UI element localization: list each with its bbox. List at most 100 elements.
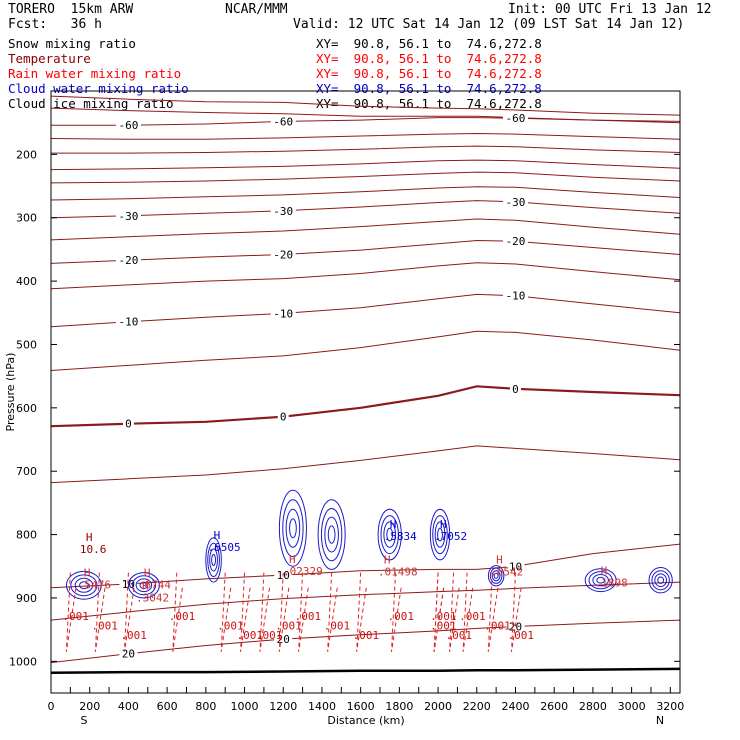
x-axis-title: Distance (km) bbox=[327, 714, 404, 727]
cloud-water-contour-1-4 bbox=[127, 572, 160, 599]
cloud-water-contour-5-4 bbox=[377, 508, 402, 561]
max-value-6: .5834 bbox=[384, 530, 417, 543]
isotherm-9 bbox=[51, 218, 680, 241]
x-tick-label-2: 400 bbox=[118, 700, 139, 713]
rain-label-16: .001 bbox=[275, 620, 302, 633]
isotherm-label-bg bbox=[270, 115, 296, 127]
x-tick-label-5: 1000 bbox=[231, 700, 259, 713]
rain-contour-17 bbox=[240, 572, 252, 652]
y-tick-label-4: 600 bbox=[16, 402, 37, 415]
cloud-water-contour-5-1 bbox=[386, 527, 394, 542]
rain-contour-1 bbox=[94, 572, 106, 652]
rain-contour-8 bbox=[356, 572, 368, 652]
cloud-water-contour-7-1 bbox=[493, 572, 499, 579]
y-tick-label-5: 700 bbox=[16, 465, 37, 478]
max-marker-10: H bbox=[601, 565, 608, 578]
cloud-water-contour-8-3 bbox=[588, 571, 613, 590]
legend-snow: Snow mixing ratio bbox=[8, 36, 136, 51]
isotherm-label-bg bbox=[115, 119, 141, 131]
cloud-water-contour-9-1 bbox=[657, 576, 665, 584]
center-title: NCAR/MMM bbox=[225, 2, 288, 17]
rain-label-9: .001 bbox=[387, 610, 414, 623]
rain-contour-2 bbox=[123, 572, 135, 652]
isotherm-label-bg bbox=[502, 195, 528, 207]
cloud-water-contour-6-3 bbox=[432, 515, 448, 555]
isotherm-13 bbox=[51, 330, 680, 371]
max-value-9: .6542 bbox=[490, 566, 523, 579]
cloud-water-contour-6-1 bbox=[437, 527, 443, 542]
cloud-water-contour-5-2 bbox=[383, 521, 396, 548]
isotherm-4 bbox=[51, 145, 680, 154]
max-value-4: .6505 bbox=[208, 541, 241, 554]
max-value-2: .6744 bbox=[138, 578, 171, 591]
isotherm-label-12-1: -10 bbox=[273, 307, 293, 320]
rain-label-13: .001 bbox=[484, 620, 511, 633]
plot-area: -60 -60 -60 -30 -30 -30 -20 -20 -20 -10 -10 -10 0 0 0 1… bbox=[51, 95, 680, 674]
isotherm-label-bg bbox=[502, 112, 528, 124]
legend-temperature-xy: XY= 90.8, 56.1 to 74.6,272.8 bbox=[316, 51, 542, 66]
max-marker-8: H bbox=[384, 554, 391, 567]
max-marker-6: H bbox=[390, 518, 397, 531]
max-marker-5: H bbox=[289, 553, 296, 566]
isotherm-label-10-2: -20 bbox=[506, 235, 526, 248]
isotherm-15 bbox=[51, 445, 680, 484]
isotherm-label-bg bbox=[270, 307, 296, 319]
isotherm-label-bg bbox=[502, 235, 528, 247]
cloud-water-contour-9-4 bbox=[648, 567, 673, 594]
cloud-water-contour-4-3 bbox=[320, 507, 343, 562]
rain-contour-6 bbox=[298, 572, 310, 652]
y-tick-label-2: 400 bbox=[16, 275, 37, 288]
max-marker-0: H bbox=[86, 531, 93, 544]
rain-label-3: .001 bbox=[169, 610, 196, 623]
cloud-water-contour-6-2 bbox=[434, 521, 446, 548]
isotherm-6 bbox=[51, 171, 680, 184]
rain-label-4: .001 bbox=[217, 620, 244, 633]
cloud-water-contour-2-3 bbox=[207, 542, 220, 578]
legend-cloud-water: Cloud water mixing ratio bbox=[8, 81, 189, 96]
rain-contour-12 bbox=[462, 572, 474, 652]
max-value-5: .02329 bbox=[283, 565, 323, 578]
isotherm-label-18-0: 20 bbox=[122, 648, 135, 661]
cloud-water-contour-1-3 bbox=[131, 575, 157, 596]
cloud-water-contour-3-1 bbox=[289, 518, 297, 539]
legend-temperature: Temperature bbox=[8, 51, 91, 66]
series-group: -60 -60 -60 -30 -30 -30 -20 -20 -20 -10 -10 -10 0 0 0 1… bbox=[51, 95, 680, 674]
rain-contour-13 bbox=[487, 572, 499, 652]
init-time: Init: 00 UTC Fri 13 Jan 12 bbox=[508, 2, 712, 17]
cloud-water-contour-7-3 bbox=[489, 567, 503, 584]
cloud-water-contour-6-4 bbox=[429, 508, 451, 561]
cloud-water-contour-2-2 bbox=[209, 548, 218, 572]
rain-contour-7 bbox=[327, 572, 339, 652]
x-tick-label-7: 1400 bbox=[308, 700, 336, 713]
axes: 0 200 400 600 800 1000 1200 1400 1600 1800 2000 220… bbox=[9, 148, 684, 713]
isotherm-label-8-1: -30 bbox=[273, 205, 293, 218]
x-tick-label-9: 1800 bbox=[385, 700, 413, 713]
max-marker-2: H bbox=[144, 566, 151, 579]
isotherm-label-bg bbox=[274, 633, 293, 645]
max-marker-4: H bbox=[214, 529, 221, 542]
rain-contour-15 bbox=[433, 572, 445, 652]
isotherm-label-8-0: -30 bbox=[118, 210, 138, 223]
legend-cloud-water-xy: XY= 90.8, 56.1 to 74.6,272.8 bbox=[316, 81, 542, 96]
model-title: TORERO 15km ARW bbox=[8, 2, 134, 17]
cloud-water-contour-0-2 bbox=[74, 577, 94, 593]
rain-label-8: .001 bbox=[353, 629, 380, 642]
x-tick-label-1: 200 bbox=[79, 700, 100, 713]
x-tick-label-16: 3200 bbox=[656, 700, 684, 713]
rain-label-14: .001 bbox=[507, 629, 534, 642]
cloud-water-contour-5-3 bbox=[380, 515, 399, 555]
isotherm-2 bbox=[51, 117, 680, 126]
isotherm-label-2-1: -60 bbox=[273, 115, 293, 128]
legend-rain-xy: XY= 90.8, 56.1 to 74.6,272.8 bbox=[316, 66, 542, 81]
rain-label-0: .001 bbox=[62, 610, 89, 623]
rain-contour-0 bbox=[65, 572, 77, 652]
isotherm-label-16-2: 10 bbox=[509, 560, 522, 573]
cloud-water-contour-2-1 bbox=[211, 553, 217, 566]
cloud-water-contour-3-2 bbox=[285, 508, 301, 548]
right-endpoint-label: N bbox=[656, 714, 664, 727]
x-tick-label-11: 2200 bbox=[463, 700, 491, 713]
y-axis-title: Pressure (hPa) bbox=[4, 353, 17, 432]
rain-label-6: .001 bbox=[295, 610, 322, 623]
isotherm-label-10-1: -20 bbox=[273, 248, 293, 261]
x-tick-label-6: 1200 bbox=[269, 700, 297, 713]
